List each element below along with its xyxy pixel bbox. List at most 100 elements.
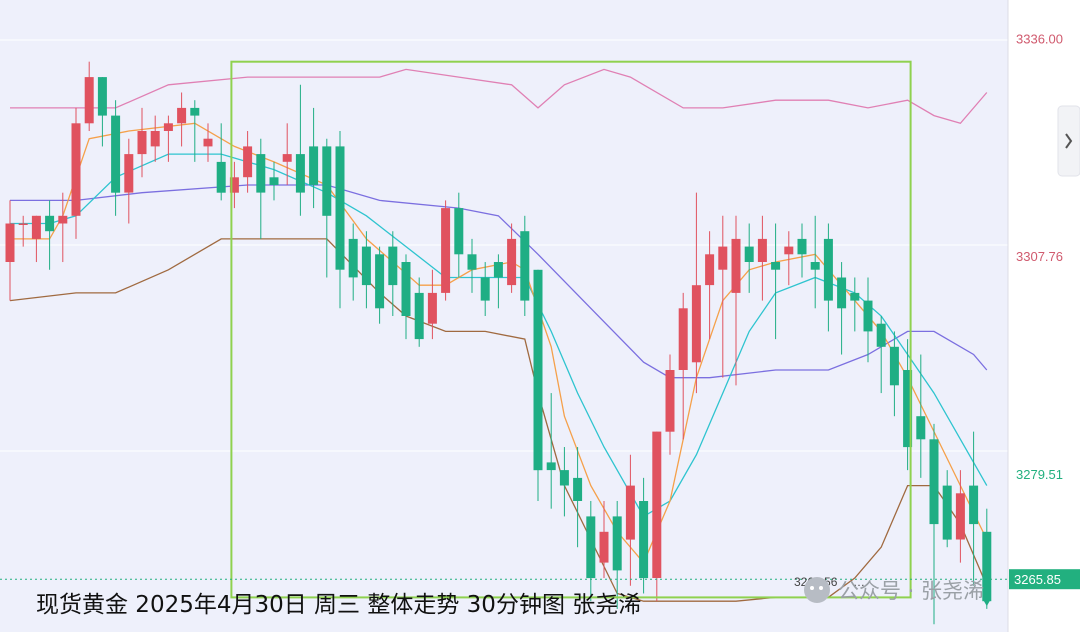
candle — [163, 115, 173, 162]
candle — [903, 339, 913, 471]
candle-body — [84, 77, 94, 124]
candle-body — [243, 146, 253, 178]
candle-body — [889, 346, 899, 386]
candle-body — [493, 262, 503, 278]
price-axis-panel — [1008, 0, 1080, 632]
candle — [84, 61, 94, 132]
candle-body — [45, 215, 55, 232]
candle — [691, 192, 701, 394]
candle-body — [31, 215, 41, 239]
candle — [124, 138, 134, 224]
candle-body — [586, 516, 596, 579]
candle — [942, 470, 952, 548]
candle — [823, 223, 833, 332]
candle — [5, 200, 15, 301]
candle — [335, 131, 345, 309]
candle-body — [124, 154, 134, 193]
candle — [401, 254, 411, 340]
candle — [929, 423, 939, 625]
candle-body — [797, 238, 807, 255]
candle-body — [929, 439, 939, 525]
candle-body — [771, 262, 781, 270]
candle-body — [982, 531, 992, 602]
candle — [493, 254, 503, 309]
candle-body — [612, 516, 622, 571]
candle — [216, 123, 226, 201]
candle — [190, 100, 200, 162]
watermark: 公众号 · 张尧浠 — [804, 577, 984, 603]
candle — [375, 246, 385, 324]
candle-body — [559, 470, 569, 486]
candle-body — [454, 208, 464, 255]
candle — [454, 192, 464, 278]
candle — [889, 331, 899, 417]
candle-body — [401, 262, 411, 316]
candle — [427, 269, 437, 340]
price-tick-label: 3307.76 — [1016, 249, 1063, 264]
candle-body — [823, 238, 833, 301]
candle — [58, 192, 68, 263]
candle-body — [705, 254, 715, 286]
candle — [771, 223, 781, 340]
candle — [45, 200, 55, 270]
candle — [507, 223, 517, 293]
candle-body — [903, 370, 913, 448]
candle-body — [599, 531, 609, 563]
candle — [744, 223, 754, 293]
candle — [784, 231, 794, 286]
candle-body — [533, 269, 543, 471]
candle-body — [876, 323, 886, 347]
candle — [177, 92, 187, 147]
candle-body — [731, 238, 741, 293]
candle — [810, 215, 820, 309]
candle — [150, 115, 160, 162]
candle — [441, 200, 451, 301]
candle-body — [810, 262, 820, 270]
candle-body — [850, 292, 860, 301]
candle-body — [71, 123, 81, 216]
candle-body — [441, 208, 451, 293]
candle — [467, 238, 477, 293]
candle-body — [837, 277, 847, 309]
candle — [269, 161, 279, 201]
candle-body — [282, 154, 292, 162]
scroll-right-button-bg[interactable] — [1057, 105, 1080, 177]
candle — [665, 354, 675, 455]
candle — [916, 354, 926, 478]
wechat-icon — [804, 577, 830, 603]
chevron-right-icon — [1065, 133, 1073, 149]
candle — [137, 107, 147, 178]
candle — [282, 123, 292, 185]
candle-body — [150, 131, 160, 147]
candle — [718, 215, 728, 378]
scroll-right-button[interactable] — [1057, 105, 1080, 177]
candle — [322, 138, 332, 278]
price-tick-label: 3279.51 — [1016, 467, 1063, 482]
candle-body — [718, 246, 728, 270]
candle — [573, 447, 583, 548]
candle-body — [757, 238, 767, 262]
candle — [361, 231, 371, 309]
candle-body — [467, 254, 477, 270]
candle — [243, 131, 253, 193]
candle-body — [111, 115, 121, 193]
candle — [863, 277, 873, 363]
candle — [111, 100, 121, 216]
candle-body — [256, 154, 266, 193]
candle-body — [507, 238, 517, 286]
candle-body — [269, 177, 279, 185]
candle-body — [348, 238, 358, 278]
candle-body — [137, 131, 147, 155]
candle-body — [652, 431, 662, 578]
candle — [256, 138, 266, 239]
candle — [797, 223, 807, 278]
candle-body — [5, 223, 15, 262]
candle-body — [335, 146, 345, 270]
candle-body — [427, 292, 437, 324]
current-price-label: 3265.85 — [1014, 572, 1061, 587]
candle — [520, 215, 530, 316]
candle — [480, 262, 490, 316]
candle-body — [190, 107, 200, 116]
